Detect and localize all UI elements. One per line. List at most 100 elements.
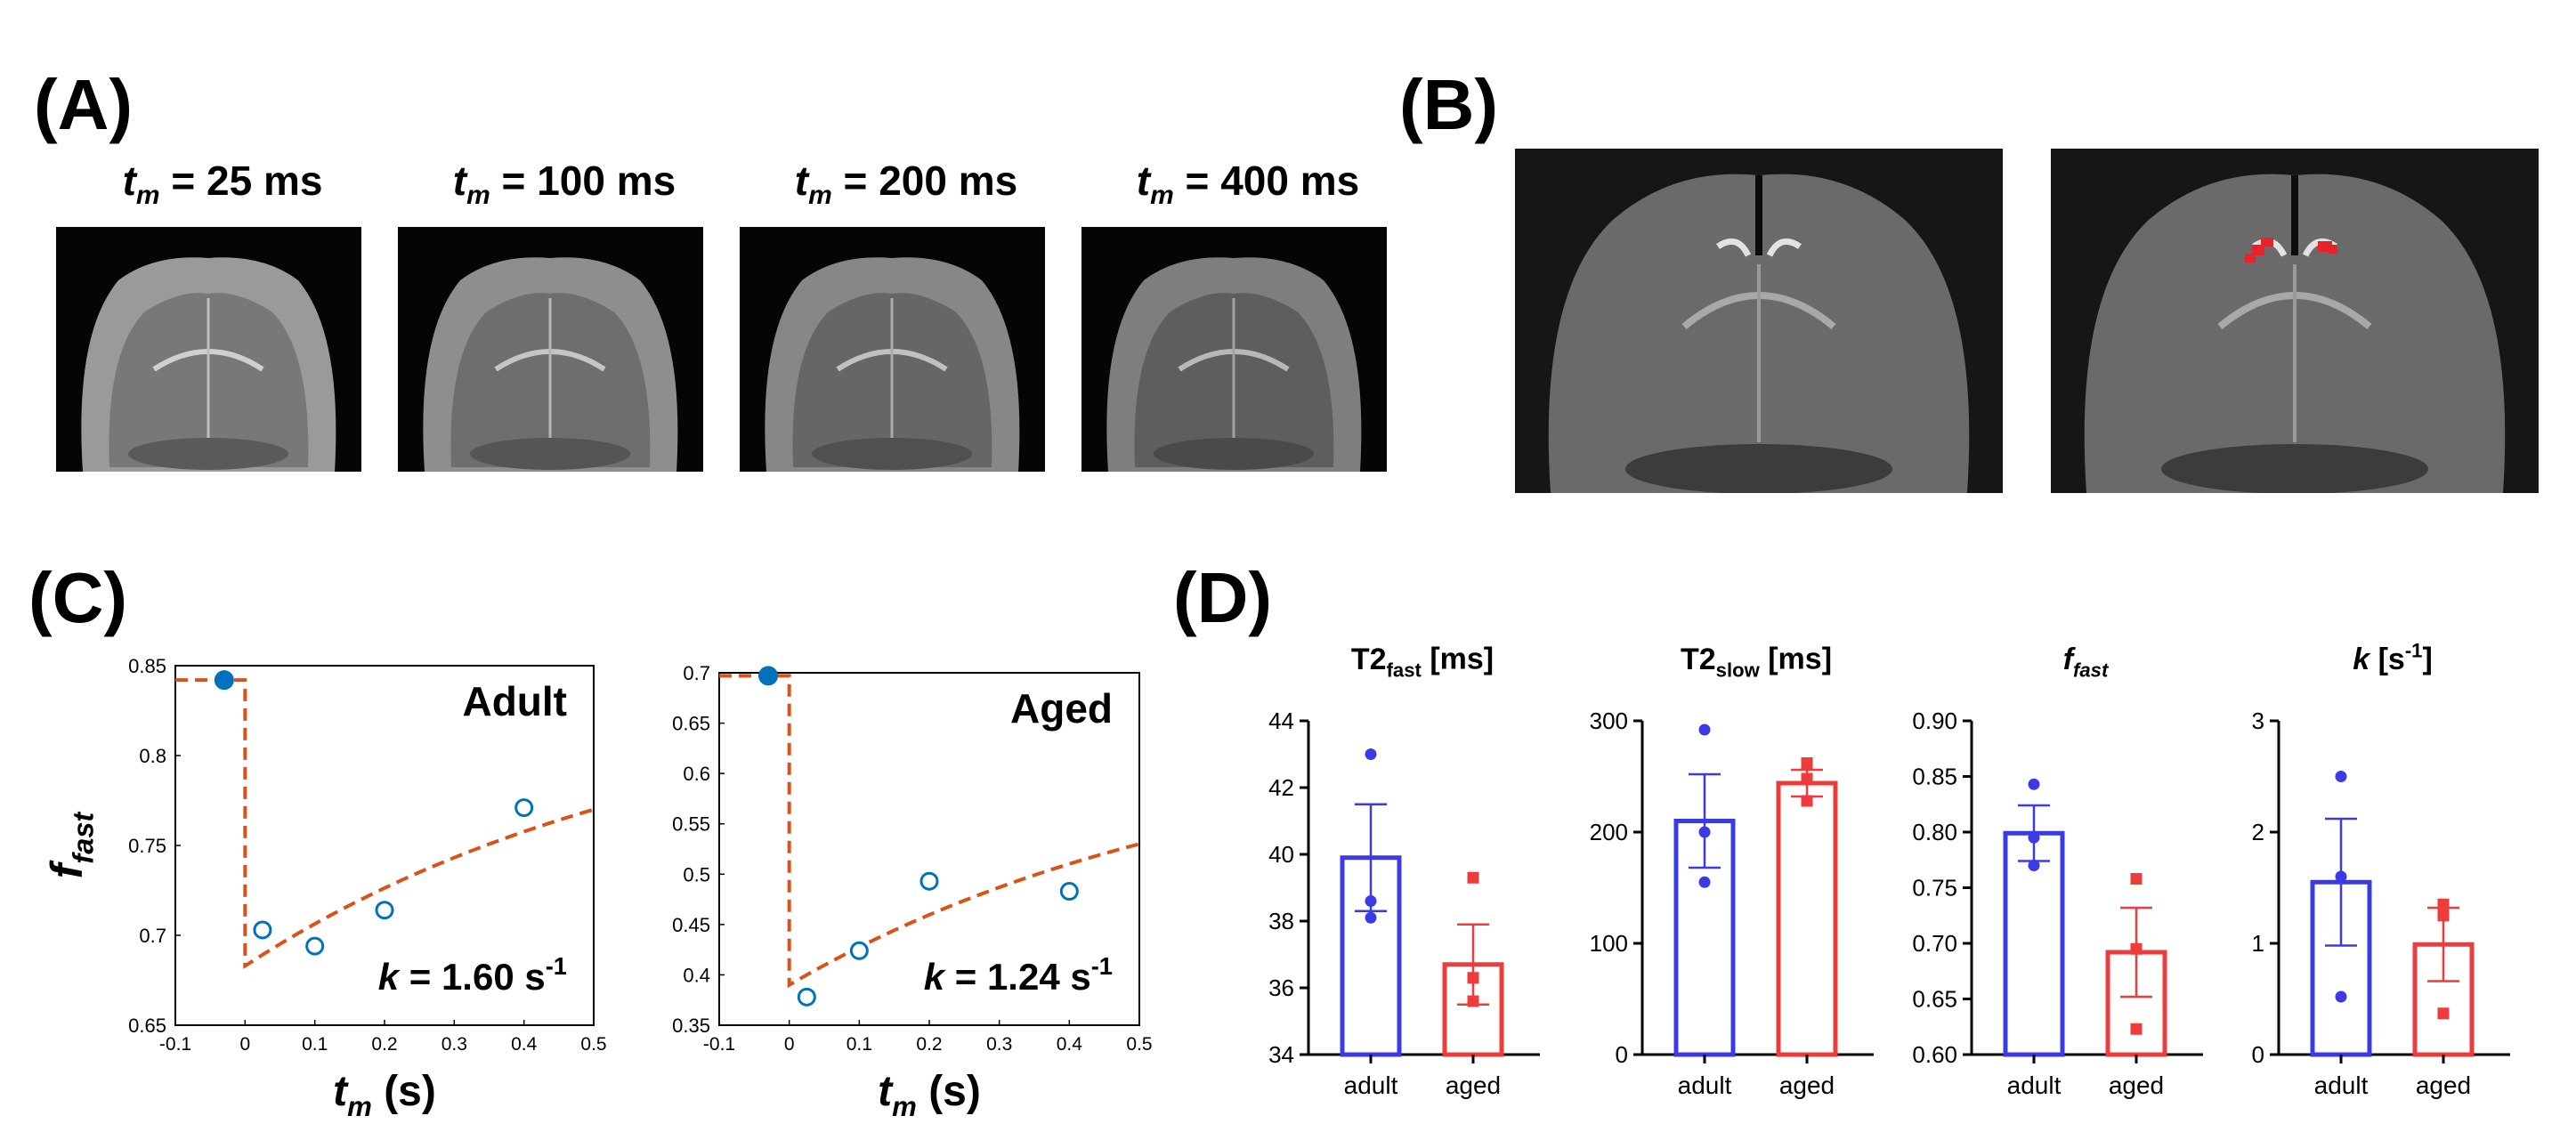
y-tick-label: 0.60 [1912,1041,1957,1068]
data-point-adult [1698,826,1711,838]
y-tick-label: 0.70 [1912,930,1957,957]
data-point [305,936,325,956]
bar-chart-title: k [s-1] [2353,639,2433,676]
data-point-aged [2130,873,2143,885]
mri-image-200ms [740,227,1045,472]
y-tick-label: 0 [1616,1041,1628,1068]
data-point [1059,882,1079,902]
data-point-adult [2028,860,2040,871]
y-tick-label: 0.65 [128,1015,166,1037]
y-tick-label: 42 [1268,774,1294,801]
mri-b-plain [1515,149,2003,493]
x-tick-label: adult [2314,1071,2369,1099]
panel-label-c: (C) [28,558,128,637]
y-tick-label: 0.7 [683,662,710,684]
y-tick-label: 40 [1268,841,1294,868]
plot-title: Adult [462,678,567,724]
x-axis-label: tm (s) [333,1068,436,1122]
x-tick-label: 0.3 [986,1034,1012,1055]
y-tick-label: 0.55 [672,813,710,836]
x-tick-label: adult [2007,1071,2062,1099]
data-point [919,871,939,891]
y-tick-label: 100 [1590,930,1628,957]
data-point-aged [1801,772,1813,785]
mri-b-overlay [2051,149,2539,493]
data-point-aged [2437,1007,2450,1020]
x-tick-label: 0.4 [1057,1034,1083,1055]
y-tick-label: 0.7 [139,925,166,947]
x-tick-label: aged [2416,1071,2471,1099]
bar-chart-title: T2fast [ms] [1351,643,1494,682]
data-point-aged [1801,757,1813,769]
y-tick-label: 0.45 [672,914,710,936]
y-tick-label: 0.65 [672,713,710,735]
data-point-filled [758,666,779,686]
y-tick-label: 300 [1590,708,1628,734]
fit-line [719,674,1140,989]
x-axis-label: tm (s) [878,1068,981,1122]
data-point-aged [2130,1023,2143,1035]
x-tick-label: aged [2109,1071,2164,1099]
data-point [797,987,816,1007]
mri-title-2: tm = 100 ms [452,158,676,211]
data-point-adult [2028,831,2040,844]
data-point-adult [1365,748,1377,760]
x-tick-label: 0.2 [916,1034,942,1055]
data-point-adult [2028,778,2040,790]
data-point-aged [1467,871,1479,884]
bar-aged [1776,780,1838,1057]
y-tick-label: 0.85 [128,655,166,677]
y-tick-label: 0.90 [1912,708,1957,734]
data-point-aged [1801,795,1813,807]
overlay-roi-left-3 [2245,254,2256,263]
y-tick-label: 0.85 [1912,764,1957,790]
fit-line [175,678,595,969]
data-point-adult [2335,990,2347,1003]
x-tick-label: 0.2 [371,1034,397,1055]
y-tick-label: 0.8 [139,745,166,767]
x-tick-label: adult [1344,1071,1398,1099]
rate-annotation: k = 1.60 s-1 [378,952,567,998]
x-tick-label: 0.3 [441,1034,467,1055]
x-tick-label: 0 [784,1034,795,1055]
data-point-adult [2335,870,2347,883]
panel-label-d: (D) [1173,558,1273,637]
data-point-adult [2335,771,2347,782]
data-point [375,901,394,920]
x-tick-label: aged [1446,1071,1501,1099]
x-tick-label: 0 [239,1034,250,1055]
y-tick-label: 0.4 [683,964,710,986]
data-point-filled [214,670,234,691]
data-point [514,798,534,818]
y-tick-label: 2 [2252,819,2264,845]
overlay-roi-right-2 [2329,245,2337,254]
x-tick-label: -0.1 [703,1034,735,1055]
x-tick-label: 0.1 [302,1034,328,1055]
y-tick-label: 44 [1268,708,1294,734]
y-tick-label: 0.35 [672,1015,710,1037]
y-tick-label: 0.75 [128,835,166,857]
y-tick-label: 0.80 [1912,819,1957,845]
panel-label-b: (B) [1399,65,1499,144]
plot-title: Aged [1010,685,1113,732]
data-point-aged [1467,995,1479,1007]
mri-title-4: tm = 400 ms [1136,158,1360,211]
x-tick-label: 0.4 [511,1034,538,1055]
data-point-adult [1365,911,1377,924]
data-point-adult [1698,724,1711,736]
y-tick-label: 34 [1268,1041,1294,1068]
mri-image-400ms [1081,227,1387,472]
data-point [253,920,272,940]
mri-image-25ms [56,227,361,472]
overlay-roi-left-2 [2261,238,2273,247]
data-point-adult [1365,895,1377,907]
data-point-aged [2437,910,2450,922]
x-tick-label: aged [1779,1071,1835,1099]
y-tick-label: 200 [1590,819,1628,845]
bar-chart-title: ffast [2063,643,2110,682]
data-point-adult [1698,876,1711,888]
x-tick-label: adult [1678,1071,1732,1099]
data-point [849,941,869,960]
y-tick-label: 0.75 [1912,875,1957,902]
